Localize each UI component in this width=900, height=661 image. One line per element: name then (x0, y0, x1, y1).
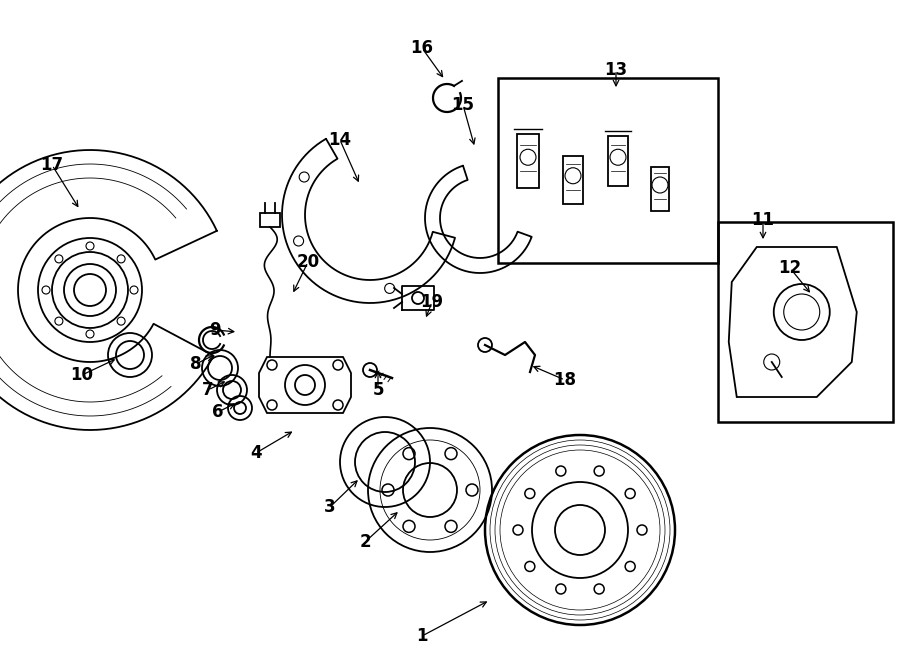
Text: 6: 6 (212, 403, 224, 421)
Text: 15: 15 (452, 96, 474, 114)
Text: 7: 7 (202, 381, 214, 399)
Text: 12: 12 (778, 259, 802, 277)
Text: 4: 4 (250, 444, 262, 462)
Text: 18: 18 (554, 371, 577, 389)
Text: 3: 3 (324, 498, 336, 516)
Text: 17: 17 (40, 156, 64, 174)
Text: 19: 19 (420, 293, 444, 311)
Text: 20: 20 (296, 253, 320, 271)
Text: 8: 8 (190, 355, 202, 373)
Text: 10: 10 (70, 366, 94, 384)
Text: 5: 5 (373, 381, 383, 399)
Text: 11: 11 (752, 211, 775, 229)
Text: 13: 13 (605, 61, 627, 79)
Text: 16: 16 (410, 39, 434, 57)
Bar (498, 78, 718, 263)
Text: 2: 2 (359, 533, 371, 551)
Text: 9: 9 (209, 321, 220, 339)
Bar (718, 222, 893, 422)
Text: 14: 14 (328, 131, 352, 149)
Text: 1: 1 (416, 627, 428, 645)
